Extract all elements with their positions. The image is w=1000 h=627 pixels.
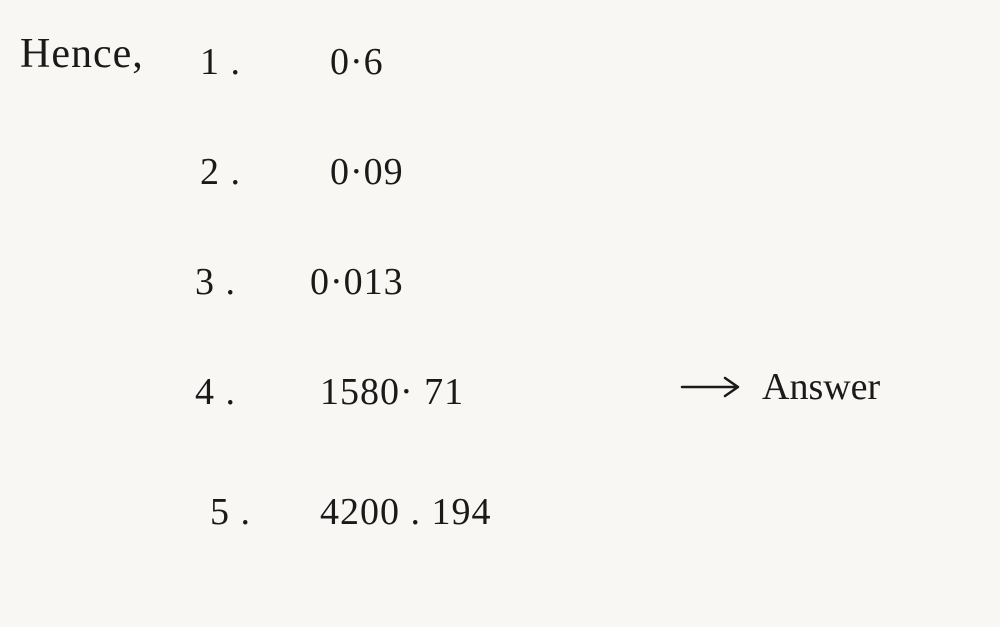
list-item-value: 0·013 — [310, 260, 404, 304]
answer-annotation: Answer — [680, 365, 880, 409]
answer-label: Answer — [762, 365, 880, 409]
handwritten-page: Hence, 1 . 0·6 2 . 0·09 3 . 0·013 4 . 15… — [0, 0, 1000, 627]
list-item-number: 4 . — [195, 370, 236, 414]
list-item-value: 0·6 — [330, 40, 384, 84]
list-item-value: 1580· 71 — [320, 370, 464, 414]
list-item-value: 0·09 — [330, 150, 404, 194]
list-item-number: 1 . — [200, 40, 241, 84]
intro-word: Hence, — [20, 30, 144, 78]
list-item-value: 4200 . 194 — [320, 490, 492, 534]
list-item-number: 2 . — [200, 150, 241, 194]
list-item-number: 5 . — [210, 490, 251, 534]
arrow-icon — [680, 372, 750, 402]
list-item-number: 3 . — [195, 260, 236, 304]
